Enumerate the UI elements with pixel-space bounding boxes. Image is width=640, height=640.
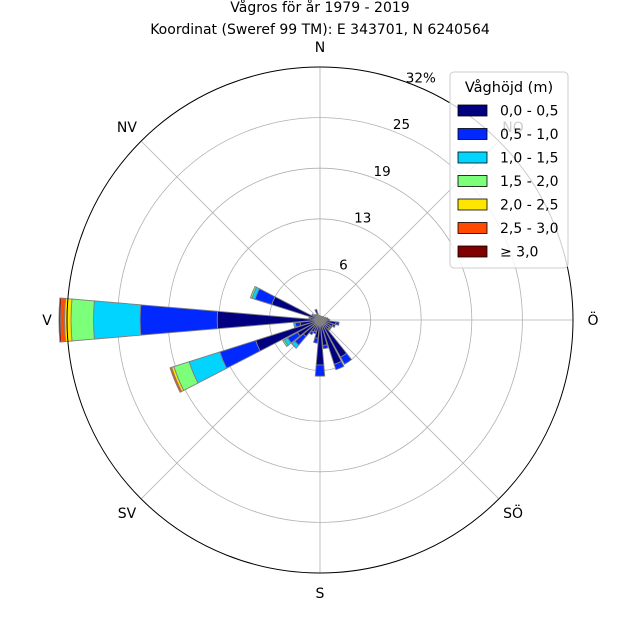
chart-subtitle: Koordinat (Sweref 99 TM): E 343701, N 62… — [150, 22, 490, 38]
direction-label: V — [42, 313, 52, 329]
legend-swatch — [457, 222, 488, 234]
rose-bar-segment — [331, 323, 336, 328]
legend-swatch — [457, 198, 488, 211]
legend-swatch — [457, 245, 488, 258]
rose-bar-segment — [93, 300, 142, 340]
direction-label: Ö — [587, 311, 598, 329]
legend-entry-label: 2,0 - 2,5 — [500, 198, 558, 214]
radial-tick-label: 32% — [406, 70, 436, 86]
legend-entries: 0,0 - 0,5 0,5 - 1,0 1,0 - 1,5 1,5 - 2,0 2,0 … — [457, 104, 558, 261]
rose-bar-segment — [333, 360, 345, 371]
direction-label: SV — [118, 506, 137, 522]
polar-frame — [66, 66, 574, 574]
rose-bar-segment — [293, 322, 297, 328]
radial-tick-labels: 6 13 19 25 32% — [339, 70, 436, 273]
rose-bar-segment — [58, 297, 62, 343]
direction-label: NV — [117, 120, 137, 136]
rose-bar-segment — [249, 285, 258, 299]
radial-tick-label: 25 — [393, 117, 410, 133]
rose-bar-segment — [322, 344, 329, 350]
rose-bar-segment — [314, 308, 321, 321]
grid-spoke — [140, 319, 321, 500]
rose-bar-segment — [339, 352, 353, 365]
legend-swatch — [457, 151, 488, 164]
direction-label: N — [315, 40, 325, 56]
rose-bar-segment — [312, 337, 319, 344]
rose-bar-segment — [308, 330, 315, 336]
rose-bar-segment — [310, 313, 315, 317]
grid-spoke — [140, 140, 321, 321]
grid-spoke — [319, 319, 500, 500]
radial-tick-label: 19 — [373, 164, 390, 180]
rose-bars — [58, 285, 353, 393]
direction-label: S — [316, 586, 325, 602]
legend-title: Våghöjd (m) — [465, 79, 553, 96]
rose-bar-segment — [314, 364, 326, 377]
rose-bar-segment — [282, 339, 289, 348]
legend-swatch — [457, 175, 488, 187]
rose-bar-segment — [318, 314, 321, 321]
legend-swatch — [457, 104, 488, 117]
legend-box — [449, 71, 569, 269]
legend-entry-label: 0,0 - 0,5 — [500, 104, 558, 120]
radial-tick-label: 13 — [354, 211, 371, 227]
chart-title: Vågros för år 1979 - 2019 — [230, 0, 409, 16]
rose-bar-segment — [70, 298, 95, 342]
legend: Våghöjd (m) 0,0 - 0,5 0,5 - 1,0 1,0 - 1,5 1… — [449, 71, 569, 269]
rose-bar-segment — [64, 297, 73, 343]
radial-tick-label: 6 — [339, 257, 348, 273]
direction-label: SÖ — [503, 504, 523, 522]
legend-entry-label: 2,5 - 3,0 — [500, 221, 558, 237]
rose-bar-segment — [291, 340, 300, 349]
legend-entry-label: 1,5 - 2,0 — [500, 174, 558, 190]
legend-entry-label: 1,0 - 1,5 — [500, 151, 558, 167]
rose-bar-segment — [334, 321, 340, 326]
legend-entry-label: ≥ 3,0 — [500, 245, 538, 261]
legend-swatch — [457, 128, 488, 140]
legend-entry-label: 0,5 - 1,0 — [500, 127, 558, 143]
rose-bar-segment — [169, 366, 183, 393]
rose-bar-segment — [219, 339, 261, 369]
rose-bar-segment — [139, 304, 219, 336]
